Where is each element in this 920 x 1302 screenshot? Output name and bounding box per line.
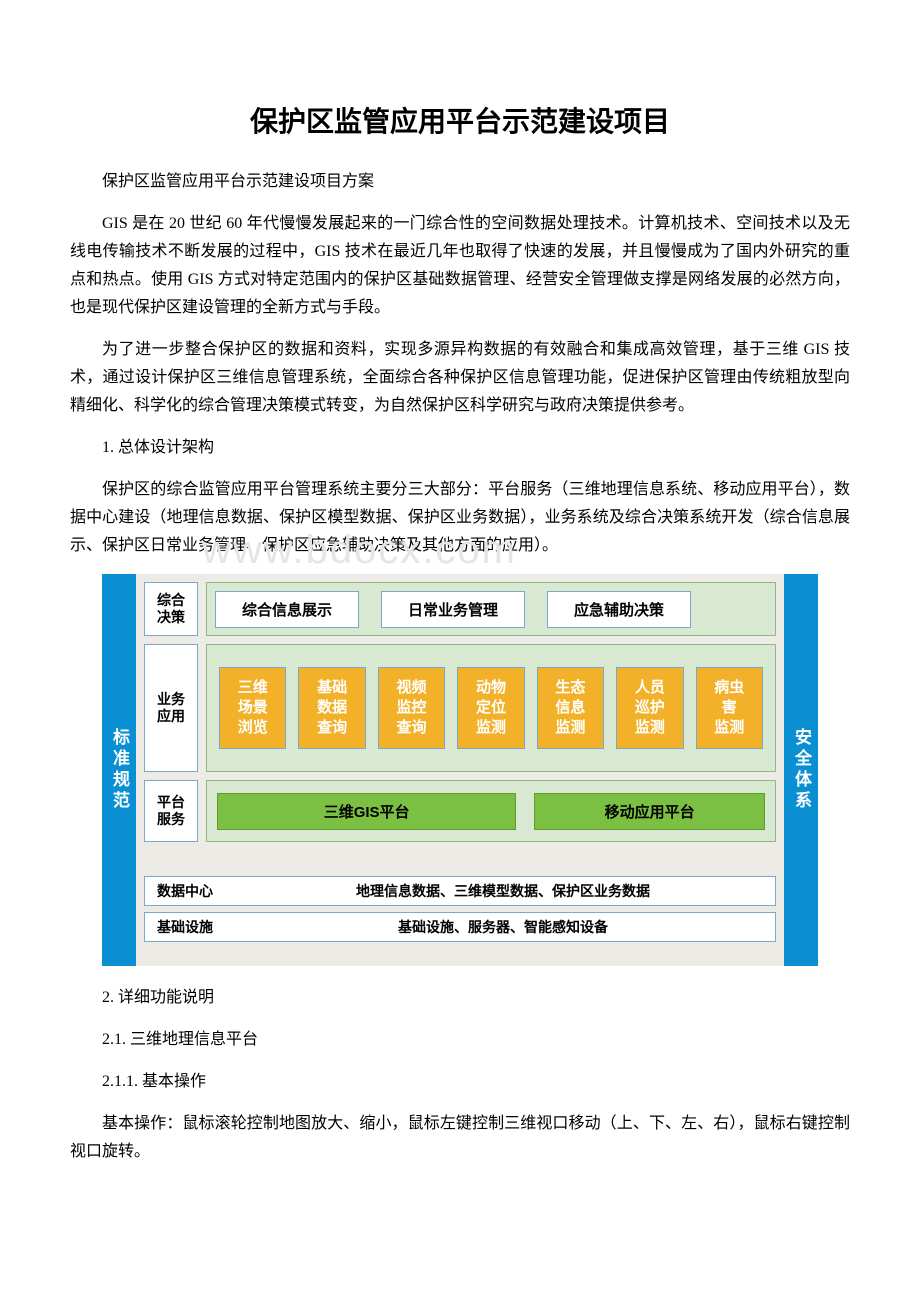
layer-decision-body: 综合信息展示 日常业务管理 应急辅助决策 bbox=[206, 582, 776, 636]
app-card-5: 生态信息监测 bbox=[537, 667, 604, 750]
bar-infra-text: 基础设施、服务器、智能感知设备 bbox=[243, 917, 763, 937]
heading-2-1: 2.1. 三维地理信息平台 bbox=[70, 1026, 850, 1054]
paragraph-intro-2: 为了进一步整合保护区的数据和资料，实现多源异构数据的有效融合和集成高效管理，基于… bbox=[70, 336, 850, 420]
bar-data-center-label: 数据中心 bbox=[157, 881, 243, 901]
right-pillar: 安全体系 bbox=[784, 574, 818, 966]
layer-platform-body: 三维GIS平台 移动应用平台 bbox=[206, 780, 776, 842]
layer-decision: 综合决策 综合信息展示 日常业务管理 应急辅助决策 bbox=[144, 582, 776, 636]
app-card-1: 三维场景浏览 bbox=[219, 667, 286, 750]
heading-2: 2. 详细功能说明 bbox=[70, 984, 850, 1012]
layer-apps: 业务应用 三维场景浏览 基础数据查询 视频监控查询 动物定位监测 生态信息监测 … bbox=[144, 644, 776, 772]
decision-item-1: 综合信息展示 bbox=[215, 591, 359, 628]
app-card-6: 人员巡护监测 bbox=[616, 667, 683, 750]
left-pillar: 标准规范 bbox=[102, 574, 136, 966]
bar-infra-label: 基础设施 bbox=[157, 917, 243, 937]
left-pillar-label: 标准规范 bbox=[108, 728, 130, 812]
app-card-2: 基础数据查询 bbox=[298, 667, 365, 750]
bar-data-center: 数据中心 地理信息数据、三维模型数据、保护区业务数据 bbox=[144, 876, 776, 906]
decision-item-2: 日常业务管理 bbox=[381, 591, 525, 628]
paragraph-arch: 保护区的综合监管应用平台管理系统主要分三大部分：平台服务（三维地理信息系统、移动… bbox=[70, 476, 850, 560]
subtitle-line: 保护区监管应用平台示范建设项目方案 bbox=[70, 168, 850, 196]
heading-2-1-1: 2.1.1. 基本操作 bbox=[70, 1068, 850, 1096]
platform-mobile: 移动应用平台 bbox=[534, 793, 765, 830]
app-card-3: 视频监控查询 bbox=[378, 667, 445, 750]
platform-gis: 三维GIS平台 bbox=[217, 793, 516, 830]
page-title: 保护区监管应用平台示范建设项目 bbox=[70, 100, 850, 140]
layer-decision-label: 综合决策 bbox=[144, 582, 198, 636]
decision-item-3: 应急辅助决策 bbox=[547, 591, 691, 628]
app-card-4: 动物定位监测 bbox=[457, 667, 524, 750]
layer-platform-label: 平台服务 bbox=[144, 780, 198, 842]
paragraph-intro-1: GIS 是在 20 世纪 60 年代慢慢发展起来的一门综合性的空间数据处理技术。… bbox=[70, 210, 850, 322]
architecture-diagram: www.bdocx.com 标准规范 安全体系 综合决策 综合信息展示 日常业务… bbox=[102, 574, 818, 966]
app-card-7: 病虫害监测 bbox=[696, 667, 763, 750]
heading-1: 1. 总体设计架构 bbox=[70, 434, 850, 462]
diagram-layers: 综合决策 综合信息展示 日常业务管理 应急辅助决策 业务应用 三维场景浏览 基础… bbox=[136, 574, 784, 966]
layer-platform: 平台服务 三维GIS平台 移动应用平台 bbox=[144, 780, 776, 842]
layer-apps-body: 三维场景浏览 基础数据查询 视频监控查询 动物定位监测 生态信息监测 人员巡护监… bbox=[206, 644, 776, 772]
layer-apps-label: 业务应用 bbox=[144, 644, 198, 772]
paragraph-basic-op: 基本操作：鼠标滚轮控制地图放大、缩小，鼠标左键控制三维视口移动（上、下、左、右）… bbox=[70, 1110, 850, 1166]
bar-infra: 基础设施 基础设施、服务器、智能感知设备 bbox=[144, 912, 776, 942]
bar-data-center-text: 地理信息数据、三维模型数据、保护区业务数据 bbox=[243, 881, 763, 901]
right-pillar-label: 安全体系 bbox=[790, 728, 812, 812]
